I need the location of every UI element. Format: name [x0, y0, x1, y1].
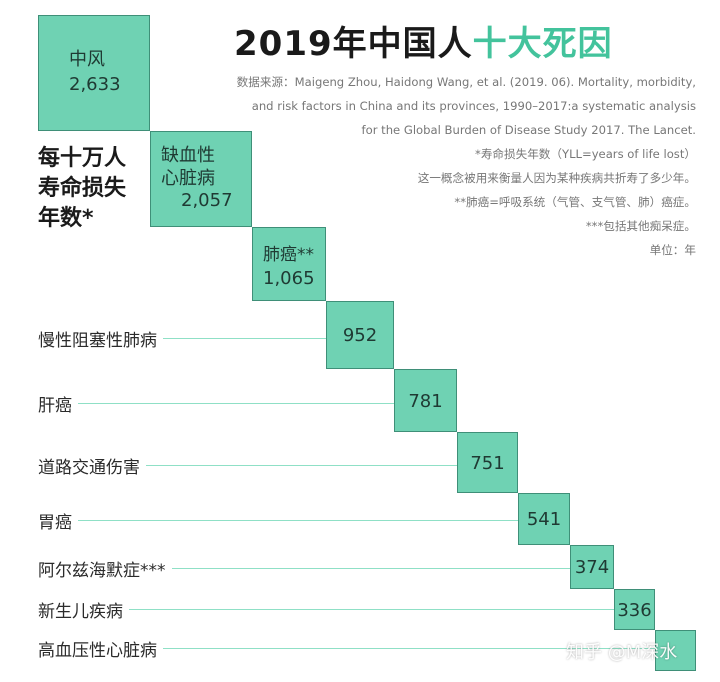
category-label: 道路交通伤害 [38, 453, 146, 478]
bar-value-label: 541 [526, 509, 562, 530]
source-note: 数据来源：Maigeng Zhou, Haidong Wang, et al. … [236, 75, 696, 257]
bar-value-label: 374 [574, 557, 610, 578]
y-axis-label: 每十万人 寿命损失 年数* [38, 146, 127, 231]
title-main: 2019年中国人 [234, 24, 473, 64]
bar-3: 肺癌** 1,065 [252, 227, 326, 301]
category-label: 阿尔兹海默症*** [38, 561, 166, 581]
bar-2: 缺血性 心脏病 2,057 [150, 131, 252, 227]
guide-line [129, 609, 614, 610]
bar-1: 中风 2,633 [38, 15, 150, 131]
bar-category-label: 肺癌** [263, 245, 314, 265]
guide-line [171, 568, 570, 569]
bar-value-label: 2,633 [69, 74, 121, 95]
category-label: 肝癌 [38, 391, 78, 416]
bar-value-label: 781 [408, 390, 443, 412]
bar-4: 952 [326, 301, 394, 369]
bar-7: 541 [518, 493, 570, 545]
category-label: 高血压性心脏病 [38, 641, 157, 661]
category-label: 新生儿疾病 [38, 602, 123, 622]
bar-10 [655, 630, 696, 671]
bar-6: 751 [457, 432, 518, 493]
bar-value-label: 751 [470, 452, 505, 474]
watermark: 知乎 @M深水 [566, 642, 678, 663]
guide-line [163, 648, 655, 649]
bar-9: 336 [614, 589, 655, 630]
title-accent: 十大死因 [472, 24, 613, 64]
category-label: 胃癌 [38, 508, 78, 533]
bar-8: 374 [570, 545, 614, 589]
bar-value-label: 1,065 [263, 268, 315, 289]
guide-line [38, 403, 394, 404]
chart-title: 2019年中国人十大死因 [234, 16, 613, 65]
bar-value-label: 2,057 [181, 190, 233, 211]
category-label: 慢性阻塞性肺病 [38, 326, 163, 351]
guide-line [38, 465, 457, 466]
bar-category-label: 中风 [69, 49, 105, 70]
guide-line [38, 520, 518, 521]
bar-value-label: 336 [617, 599, 652, 621]
bar-category-label: 缺血性 心脏病 [161, 145, 215, 189]
bar-value-label: 952 [342, 325, 378, 346]
guide-line [38, 338, 326, 339]
bar-5: 781 [394, 369, 457, 432]
